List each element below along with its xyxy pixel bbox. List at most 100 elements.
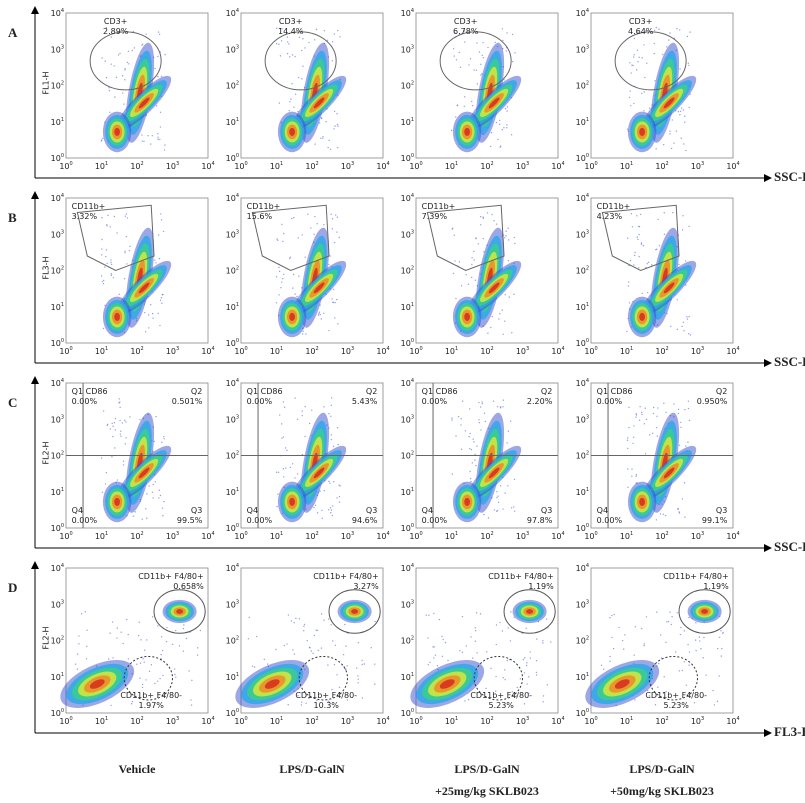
tick-exp: 1 <box>105 716 108 722</box>
tick-exp: 0 <box>61 523 64 529</box>
event <box>113 65 115 67</box>
event <box>631 226 634 228</box>
tick-label: 102 <box>401 265 414 275</box>
tick-exp: 0 <box>236 708 239 714</box>
tick-label: 102 <box>226 80 239 90</box>
event <box>294 93 297 95</box>
event <box>486 651 488 653</box>
event <box>473 250 475 253</box>
event <box>174 668 176 670</box>
tick-base: 10 <box>576 266 586 275</box>
tick-exp: 0 <box>245 531 248 537</box>
event <box>330 404 332 407</box>
event <box>175 629 177 632</box>
event <box>513 616 515 619</box>
event <box>136 663 138 665</box>
event <box>479 406 482 408</box>
gate-label: Q3 <box>366 506 377 515</box>
tick-exp: 0 <box>411 153 414 159</box>
tick-base: 10 <box>401 709 411 718</box>
event <box>477 243 480 245</box>
tick-label: 101 <box>95 531 108 541</box>
event <box>425 614 427 616</box>
event <box>332 288 335 291</box>
event <box>114 429 117 431</box>
event <box>331 688 333 691</box>
event <box>294 55 296 58</box>
tick-exp: 0 <box>236 523 239 529</box>
event <box>157 31 160 33</box>
tick-base: 10 <box>401 379 411 388</box>
event <box>160 75 163 78</box>
event <box>633 264 635 266</box>
tick-base: 10 <box>445 717 455 726</box>
event <box>516 695 518 697</box>
event <box>478 401 480 404</box>
event <box>473 69 475 71</box>
tick-base: 10 <box>401 487 411 496</box>
event <box>505 235 507 237</box>
event <box>336 113 338 115</box>
tick-base: 10 <box>401 451 411 460</box>
event <box>652 432 654 435</box>
tick-exp: 4 <box>562 716 565 722</box>
event <box>631 64 633 66</box>
tick-base: 10 <box>166 162 176 171</box>
event <box>278 102 281 104</box>
event <box>338 686 341 689</box>
event <box>702 657 704 659</box>
event <box>678 263 680 266</box>
tick-base: 10 <box>130 717 140 726</box>
tick-exp: 1 <box>61 301 64 307</box>
tick-label: 104 <box>551 531 564 541</box>
event <box>361 659 363 662</box>
event <box>680 107 683 109</box>
event <box>307 213 309 215</box>
event <box>632 436 635 439</box>
event <box>427 637 429 639</box>
tick-base: 10 <box>130 162 140 171</box>
event <box>286 643 288 645</box>
density <box>663 467 675 479</box>
tick-exp: 4 <box>212 346 215 352</box>
event <box>301 410 303 412</box>
event <box>678 670 681 672</box>
event <box>126 618 128 621</box>
tick-exp: 3 <box>236 599 239 605</box>
density <box>138 282 150 294</box>
tick-exp: 0 <box>595 716 598 722</box>
tick-label: 104 <box>226 193 239 203</box>
event <box>133 47 136 49</box>
gate-label: CD11b+ F4/80+ <box>663 572 729 581</box>
tick-exp: 2 <box>491 161 494 167</box>
event <box>458 261 461 263</box>
event <box>151 134 153 137</box>
tick-exp: 2 <box>666 161 669 167</box>
event <box>500 145 502 147</box>
event <box>313 233 315 236</box>
tick-label: 104 <box>401 193 414 203</box>
event <box>338 236 340 239</box>
event <box>465 274 467 276</box>
event <box>102 137 104 140</box>
event <box>688 664 690 666</box>
event <box>313 506 315 509</box>
event <box>646 263 648 265</box>
event <box>505 230 507 232</box>
tick-label: 101 <box>270 161 283 171</box>
tick-exp: 1 <box>630 161 633 167</box>
event <box>150 304 152 306</box>
event <box>645 266 647 269</box>
event <box>717 647 719 650</box>
event <box>647 291 649 294</box>
event <box>121 75 124 77</box>
event <box>330 397 333 399</box>
gate-value: 94.6% <box>352 516 378 525</box>
event <box>495 675 497 678</box>
event <box>685 149 687 152</box>
event <box>506 442 508 444</box>
tick-label: 100 <box>51 153 64 163</box>
tick-label: 101 <box>620 346 633 356</box>
event <box>318 311 321 313</box>
event <box>78 643 80 645</box>
